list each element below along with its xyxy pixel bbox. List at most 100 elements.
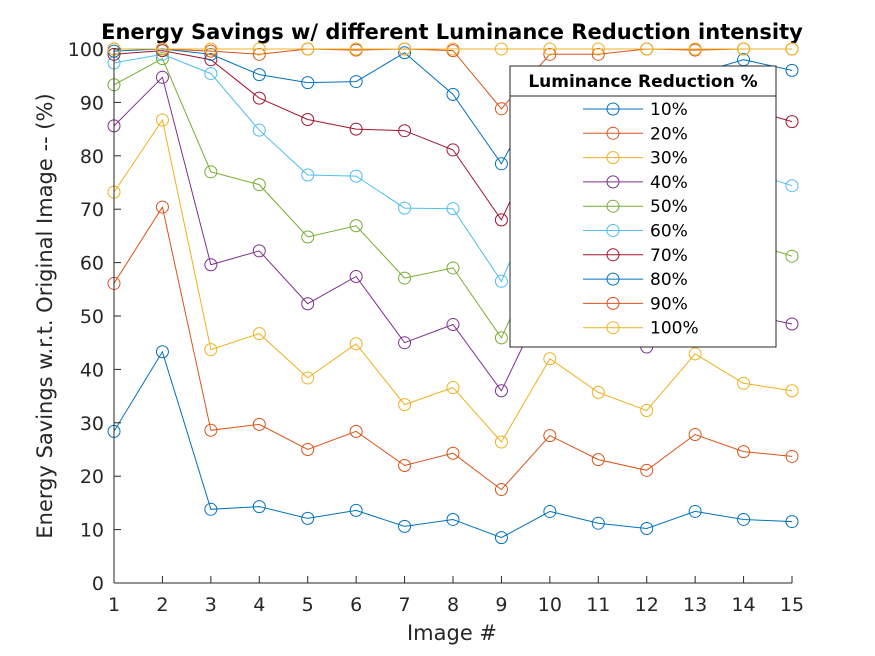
legend-marker — [606, 126, 620, 140]
data-point — [252, 500, 266, 514]
data-point — [688, 42, 702, 56]
x-tick-label: 11 — [586, 594, 610, 616]
data-point — [591, 516, 605, 530]
data-point — [252, 178, 266, 192]
chart-title: Energy Savings w/ different Luminance Re… — [101, 20, 803, 44]
legend-label: 40% — [650, 173, 688, 193]
data-point — [446, 512, 460, 526]
y-tick-label: 100 — [68, 39, 104, 61]
data-point — [785, 515, 799, 529]
data-point — [543, 42, 557, 56]
data-point — [252, 417, 266, 431]
x-tick-label: 9 — [495, 594, 507, 616]
x-tick-label: 15 — [780, 594, 804, 616]
data-point — [252, 327, 266, 341]
legend-entry: 30% — [583, 149, 688, 169]
data-point — [204, 502, 218, 516]
data-point — [785, 179, 799, 193]
data-point — [252, 42, 266, 56]
data-point — [301, 230, 315, 244]
data-point — [543, 429, 557, 443]
legend-marker — [606, 199, 620, 213]
data-point — [349, 122, 363, 136]
data-point — [785, 115, 799, 129]
data-point — [398, 336, 412, 350]
data-point — [688, 347, 702, 361]
data-point — [155, 200, 169, 214]
data-point — [204, 42, 218, 56]
data-point — [252, 244, 266, 258]
x-axis-label: Image # — [407, 621, 497, 645]
data-point — [688, 428, 702, 442]
data-point — [737, 376, 751, 390]
y-tick-label: 90 — [80, 92, 104, 114]
data-point — [543, 504, 557, 518]
data-point — [494, 435, 508, 449]
data-point — [349, 75, 363, 89]
series-1 — [107, 345, 799, 545]
x-tick-label: 14 — [731, 594, 755, 616]
data-point — [591, 385, 605, 399]
legend-marker — [606, 296, 620, 310]
y-tick-label: 10 — [80, 520, 104, 542]
legend-marker — [606, 175, 620, 189]
legend-entry: 40% — [583, 173, 688, 193]
legend-entry: 80% — [583, 270, 688, 290]
legend-title: Luminance Reduction % — [528, 72, 757, 92]
legend-marker — [606, 248, 620, 262]
data-point — [398, 459, 412, 473]
x-tick-label: 1 — [108, 594, 120, 616]
data-point — [446, 42, 460, 56]
data-point — [204, 423, 218, 437]
data-point — [301, 443, 315, 456]
data-point — [398, 201, 412, 215]
data-point — [785, 317, 799, 331]
data-point — [640, 42, 654, 56]
data-point — [398, 271, 412, 285]
data-point — [446, 143, 460, 157]
x-tick-label: 10 — [538, 594, 562, 616]
data-point — [252, 123, 266, 137]
data-point — [301, 511, 315, 525]
y-tick-label: 20 — [80, 466, 104, 488]
data-point — [446, 87, 460, 101]
data-point — [688, 504, 702, 518]
data-point — [349, 503, 363, 517]
data-point — [494, 213, 508, 227]
legend-label: 90% — [650, 294, 688, 314]
data-point — [494, 102, 508, 116]
data-point — [640, 404, 654, 418]
y-tick-label: 40 — [80, 359, 104, 381]
x-tick-label: 2 — [156, 594, 168, 616]
y-tick-label: 50 — [80, 306, 104, 328]
data-point — [204, 258, 218, 272]
legend-label: 30% — [650, 149, 688, 169]
x-tick-label: 12 — [635, 594, 659, 616]
data-point — [446, 202, 460, 216]
series-line — [113, 350, 793, 539]
legend-entry: 70% — [583, 246, 688, 266]
series-line — [113, 118, 793, 443]
data-point — [349, 169, 363, 183]
legend-entry: 50% — [583, 197, 688, 217]
data-point — [494, 157, 508, 171]
data-point — [591, 42, 605, 56]
legend-marker — [606, 321, 620, 335]
data-point — [252, 47, 266, 61]
legend: Luminance Reduction % 10% 20% 30% 40% 50% 60% 7… — [509, 65, 777, 348]
data-point — [301, 112, 315, 126]
data-point — [785, 249, 799, 263]
y-tick-label: 70 — [80, 199, 104, 221]
legend-label: 70% — [650, 246, 688, 266]
data-point — [446, 318, 460, 332]
data-point — [349, 219, 363, 233]
data-point — [301, 371, 315, 385]
data-point — [349, 42, 363, 56]
data-point — [155, 345, 169, 359]
data-point — [349, 424, 363, 438]
data-point — [301, 297, 315, 311]
data-point — [204, 67, 218, 81]
legend-entry: 60% — [583, 222, 688, 242]
data-point — [398, 42, 412, 56]
